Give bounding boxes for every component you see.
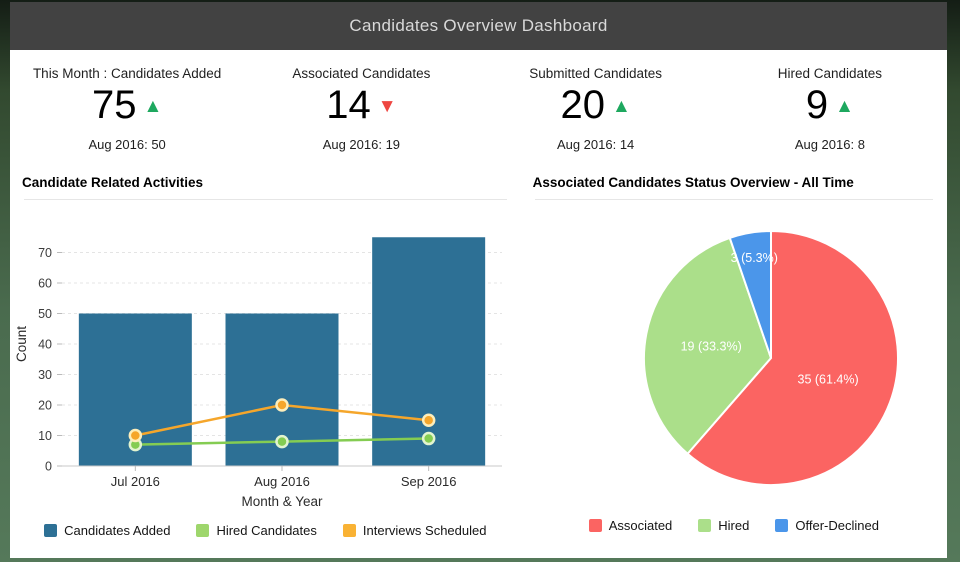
kpi-value-row: 9 ▲ — [713, 82, 947, 137]
kpi-card-this-month-candidates-added: This Month : Candidates Added 75 ▲ Aug 2016… — [10, 66, 244, 164]
x-tick-label: Sep 2016 — [401, 474, 457, 489]
legend-swatch-icon — [588, 519, 602, 532]
bar-chart-title: Candidate Related Activities — [22, 175, 204, 190]
bar-chart-ylabel: Count — [14, 326, 29, 362]
header-bar: Candidates Overview Dashboard — [10, 2, 947, 50]
y-tick-label: 30 — [38, 368, 52, 382]
x-tick-label: Aug 2016 — [254, 474, 310, 489]
pie-legend-item-offer-declined[interactable]: Offer-Declined — [775, 518, 879, 533]
pie-chart: 35 (61.4%) 19 (33.3%) 3 (5.3%) — [642, 229, 899, 486]
bar-chart-legend: Candidates Added Hired Candidates Intervie… — [10, 523, 521, 538]
kpi-subtext: Aug 2016: 19 — [322, 137, 401, 152]
kpi-card-submitted-candidates: Submitted Candidates 20 ▲ Aug 2016: 14 — [479, 66, 713, 164]
kpi-card-hired-candidates: Hired Candidates 9 ▲ Aug 2016: 8 — [713, 66, 947, 164]
panel-title-divider — [24, 199, 507, 200]
kpi-value: 9 — [805, 83, 829, 127]
marker-interviews-scheduled[interactable] — [128, 428, 143, 443]
kpi-subtext: Aug 2016: 8 — [794, 137, 865, 152]
bar-chart-xlabel: Month & Year — [241, 494, 323, 509]
kpi-label: Hired Candidates — [777, 66, 883, 81]
legend-label: Interviews Scheduled — [362, 523, 487, 538]
y-tick-label: 50 — [38, 307, 52, 321]
pie-slice-label-hired: 19 (33.3%) — [680, 339, 741, 353]
y-tick-label: 60 — [38, 277, 52, 291]
legend-label: Associated — [608, 518, 673, 533]
kpi-value: 75 — [91, 83, 137, 127]
kpi-value-row: 20 ▲ — [479, 82, 713, 137]
kpi-subtext: Aug 2016: 14 — [556, 137, 635, 152]
legend-swatch-icon — [44, 524, 58, 537]
kpi-value-row: 14 ▼ — [244, 82, 478, 137]
pie-chart-title: Associated Candidates Status Overview - … — [532, 175, 854, 190]
pie-slice-label-associated: 35 (61.4%) — [797, 372, 858, 386]
dashboard-window: Candidates Overview Dashboard This Month… — [10, 2, 947, 558]
pie-slice-hired[interactable] — [642, 236, 772, 456]
charts-row: Candidate Related Activities 0 10 20 30 40 50… — [10, 164, 947, 558]
y-tick-label: 10 — [38, 429, 52, 443]
kpi-card-associated-candidates: Associated Candidates 14 ▼ Aug 2016: 19 — [244, 66, 478, 164]
bar-legend-item-candidates-added[interactable]: Candidates Added — [44, 523, 170, 538]
legend-swatch-icon — [196, 524, 210, 537]
kpi-label: This Month : Candidates Added — [32, 66, 222, 81]
y-tick-label: 20 — [38, 399, 52, 413]
pie-legend-item-hired[interactable]: Hired — [698, 518, 749, 533]
marker-interviews-scheduled[interactable] — [421, 413, 436, 427]
kpi-row: This Month : Candidates Added 75 ▲ Aug 2016… — [10, 50, 947, 164]
kpi-subtext: Aug 2016: 50 — [88, 137, 166, 152]
kpi-value: 20 — [560, 83, 605, 127]
pie-chart-legend: Associated Hired Offer-Declined — [521, 518, 947, 533]
legend-label: Hired — [718, 518, 750, 533]
bar-legend-item-interviews-scheduled[interactable]: Interviews Scheduled — [342, 523, 487, 538]
bar-legend-item-hired-candidates[interactable]: Hired Candidates — [196, 523, 317, 538]
kpi-label: Associated Candidates — [292, 66, 431, 81]
trend-down-icon: ▼ — [377, 96, 397, 117]
panel-title-divider — [534, 199, 933, 200]
pie-slice-associated[interactable] — [685, 229, 899, 486]
legend-label: Hired Candidates — [216, 523, 317, 538]
legend-label: Offer-Declined — [795, 518, 879, 533]
marker-hired-candidates[interactable] — [275, 434, 289, 449]
marker-interviews-scheduled[interactable] — [275, 398, 289, 412]
bar-sep-2016[interactable] — [372, 237, 486, 466]
legend-swatch-icon — [775, 519, 789, 532]
kpi-value: 14 — [326, 83, 371, 127]
legend-swatch-icon — [698, 519, 712, 532]
trend-up-icon: ▲ — [611, 96, 631, 117]
kpi-label: Submitted Candidates — [529, 66, 663, 81]
y-tick-label: 40 — [38, 338, 52, 352]
y-tick-label: 0 — [45, 460, 52, 474]
page-title: Candidates Overview Dashboard — [349, 16, 608, 35]
pie-slice-offer-declined[interactable] — [728, 229, 772, 359]
x-tick-label: Jul 2016 — [111, 474, 160, 489]
bar-chart: 0 10 20 30 40 50 60 70 Jul 2016 Aug 2016 Sep 2016 C… — [14, 237, 502, 489]
pie-chart-panel: Associated Candidates Status Overview - … — [521, 164, 947, 558]
y-tick-label: 70 — [38, 246, 52, 260]
bar-chart-panel: Candidate Related Activities 0 10 20 30 40 50… — [10, 164, 521, 558]
kpi-value-row: 75 ▲ — [10, 82, 244, 137]
pie-legend-item-associated[interactable]: Associated — [588, 518, 673, 533]
marker-hired-candidates[interactable] — [421, 431, 436, 446]
trend-up-icon: ▲ — [835, 96, 854, 117]
pie-slice-label-offer-declined: 3 (5.3%) — [730, 251, 777, 265]
legend-label: Candidates Added — [64, 523, 171, 538]
trend-up-icon: ▲ — [143, 96, 163, 117]
legend-swatch-icon — [342, 524, 356, 537]
